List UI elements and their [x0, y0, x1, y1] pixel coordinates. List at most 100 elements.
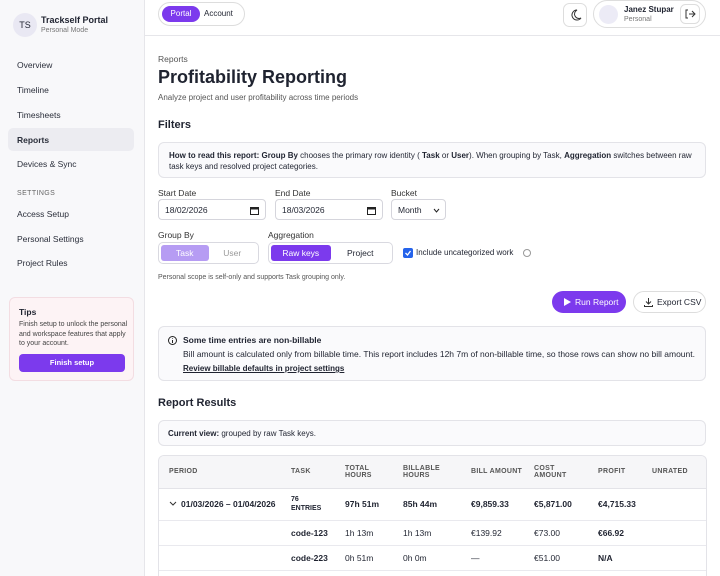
sidebar: TS Trackself Portal Personal Mode Overvi…	[0, 0, 145, 576]
column-header: BILL AMOUNT	[461, 456, 524, 489]
text: Aggregation	[564, 151, 612, 160]
nav-item[interactable]: Reports	[17, 135, 50, 145]
cell: 76 ENTRIES	[281, 488, 335, 521]
text: How to read this report:	[169, 151, 260, 160]
results-table: PERIOD TASK TOTAL HOURS BILLABLE HOURS BILL …	[158, 455, 707, 576]
info-icon	[168, 336, 177, 345]
checkbox[interactable]	[403, 248, 413, 258]
cell: 0h 0m	[393, 545, 461, 571]
tips-title: Tips	[19, 307, 37, 317]
tab-group: Portal Account	[158, 2, 245, 26]
select[interactable]: Month	[391, 199, 446, 220]
column-header: UNRATED	[642, 456, 706, 489]
bill-cell: —	[471, 552, 480, 563]
tab[interactable]: Portal	[162, 6, 200, 22]
nav-item[interactable]: Overview	[17, 60, 53, 70]
icon	[644, 298, 653, 307]
cell	[642, 488, 706, 521]
cell: 0h 51m	[335, 545, 393, 571]
brand-mode: Personal Mode	[41, 27, 89, 34]
icon	[564, 298, 571, 306]
value: 18/02/2026	[165, 205, 208, 215]
cell: €9,859.33	[461, 488, 524, 521]
text: or	[441, 151, 449, 160]
user-name: Janez Stupar	[624, 5, 674, 14]
column-header: PERIOD	[159, 456, 281, 489]
user-avatar	[599, 5, 618, 24]
cell: €5,871.00	[524, 488, 588, 521]
toggle: Task User	[158, 242, 259, 264]
billable-cell: 1h 13m	[403, 527, 432, 538]
label: Bucket	[391, 188, 417, 198]
text: Current view:	[168, 429, 220, 438]
cell: €73.00	[524, 520, 588, 546]
icon	[250, 207, 259, 215]
label: Export CSV	[657, 297, 702, 307]
cell: 97h 51m	[335, 488, 393, 521]
option[interactable]: Raw keys	[271, 245, 331, 261]
nav-item[interactable]: Access Setup	[17, 209, 69, 219]
text: Group By	[261, 151, 298, 160]
cell	[642, 520, 706, 546]
bill-cell: €9,859.33	[471, 499, 509, 509]
cell: 85h 44m	[393, 488, 461, 521]
date-input[interactable]: 18/03/2026	[275, 199, 383, 220]
billable-cell: 0h 0m	[403, 552, 427, 563]
notice-text: Bill amount is calculated only from bill…	[183, 349, 695, 359]
total-cell: 0h 51m	[345, 552, 374, 563]
value: Month	[398, 205, 422, 215]
nav-item[interactable]: Personal Settings	[17, 234, 84, 244]
table: PERIOD TASK TOTAL HOURS BILLABLE HOURS BILL …	[159, 456, 706, 571]
run-button[interactable]: Run Report	[552, 291, 626, 313]
option[interactable]: User	[223, 248, 242, 258]
text: ). When grouping by Task,	[469, 151, 562, 160]
page-subtitle: Analyze project and user profitability a…	[158, 93, 359, 102]
cell: 01/03/2026 – 01/04/2026	[159, 488, 281, 521]
nav-item[interactable]: Timesheets	[17, 110, 61, 120]
nav-item[interactable]: Timeline	[17, 85, 49, 95]
profit-cell: N/A	[598, 552, 613, 563]
finish-button[interactable]: Finish setup	[19, 354, 125, 372]
label: Group By	[158, 230, 194, 240]
cell: €66.92	[588, 520, 642, 546]
user-pill[interactable]: Janez Stupar Personal	[593, 0, 706, 28]
cost-cell: €51.00	[534, 552, 560, 563]
option[interactable]: Task	[161, 245, 209, 261]
breadcrumb: Reports	[158, 54, 188, 64]
cell: €51.00	[524, 545, 588, 571]
nav-item[interactable]: Project Rules	[17, 258, 68, 268]
table-row: 01/03/2026 – 01/04/2026 76 ENTRIES 97h 51m…	[159, 488, 706, 521]
cell	[159, 520, 281, 546]
label: Start Date	[158, 188, 197, 198]
column-header: TOTAL HOURS	[335, 456, 393, 489]
brand-name: Trackself Portal	[41, 15, 109, 25]
notice-link[interactable]: Review billable defaults in project sett…	[183, 364, 345, 373]
cell: N/A	[588, 545, 642, 571]
date-input[interactable]: 18/02/2026	[158, 199, 266, 220]
user-role: Personal	[624, 16, 652, 23]
page-title: Profitability Reporting	[158, 67, 347, 87]
column-header: PROFIT	[588, 456, 642, 489]
export-button[interactable]: Export CSV	[633, 291, 706, 313]
chevron[interactable]	[169, 501, 177, 507]
profit-cell: €4,715.33	[598, 499, 636, 509]
toggle: Raw keys Project	[268, 242, 393, 264]
cost-cell: €5,871.00	[534, 499, 572, 509]
logout[interactable]	[680, 4, 700, 24]
billable-cell: 85h 44m	[403, 499, 438, 509]
tab[interactable]: Account	[204, 9, 233, 18]
cell: €4,715.33	[588, 488, 642, 521]
profit-cell: €66.92	[598, 527, 624, 538]
table-row: code-223 0h 51m 0h 0m — €51.00 N/A	[159, 545, 706, 571]
icon	[433, 208, 440, 213]
label: End Date	[275, 188, 311, 198]
option[interactable]: Project	[347, 248, 374, 258]
icon	[367, 207, 376, 215]
task-cell: code-223	[291, 552, 328, 563]
nav-item[interactable]: Devices & Sync	[17, 159, 77, 169]
table-row: code-123 1h 13m 1h 13m €139.92 €73.00 €66.92	[159, 520, 706, 546]
topbar	[145, 0, 720, 36]
how-to-box: How to read this report: Group By choose…	[158, 142, 706, 178]
text: switches between raw task keys and resol…	[169, 151, 692, 171]
theme-toggle[interactable]	[563, 3, 587, 27]
